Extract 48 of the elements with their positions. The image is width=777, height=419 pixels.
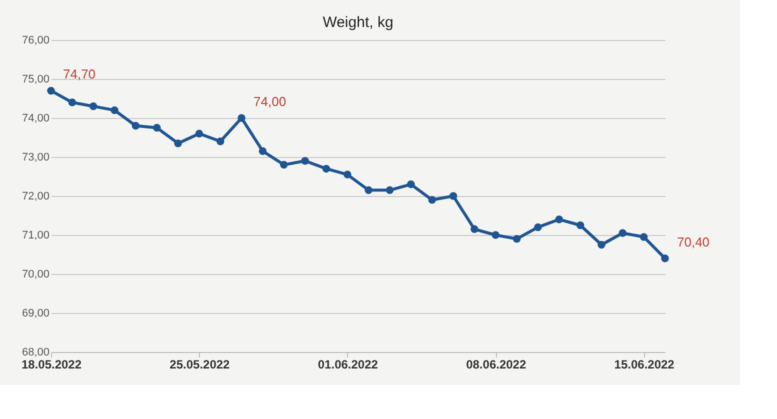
- y-tick-label: 76,00: [22, 34, 50, 46]
- y-tick-label: 70,00: [22, 268, 50, 280]
- point: [364, 186, 372, 194]
- point: [470, 225, 478, 234]
- point: [661, 254, 669, 262]
- y-tick-label: 68,00: [22, 346, 50, 358]
- x-tick-label: 08.06.2022: [466, 358, 526, 372]
- point: [68, 98, 76, 106]
- chart-title: Weight, kg: [322, 14, 394, 31]
- point: [195, 130, 204, 138]
- point: [386, 186, 394, 194]
- point: [512, 235, 521, 243]
- point: [301, 157, 309, 165]
- point: [322, 164, 330, 173]
- point: [534, 223, 542, 232]
- point: [407, 180, 415, 188]
- y-tick-label: 72,00: [22, 190, 50, 202]
- point: [492, 231, 500, 239]
- x-tick-label: 01.06.2022: [318, 358, 378, 372]
- point: [89, 102, 98, 110]
- point: [110, 106, 118, 114]
- y-tick-label: 74,00: [22, 112, 50, 124]
- data-label: 70,40: [677, 234, 710, 250]
- y-tick-label: 75,00: [22, 74, 50, 86]
- x-tick-label: 18.05.2022: [21, 358, 82, 372]
- point: [344, 170, 352, 178]
- point: [598, 240, 606, 249]
- point: [238, 114, 246, 122]
- point: [132, 122, 140, 130]
- y-tick-label: 69,00: [22, 308, 50, 320]
- point: [428, 196, 436, 204]
- point: [152, 124, 161, 132]
- x-tick-label: 15.06.2022: [614, 358, 675, 372]
- point: [449, 192, 458, 200]
- point: [576, 221, 584, 230]
- x-tick-label: 25.05.2022: [170, 358, 230, 372]
- point: [280, 160, 288, 169]
- data-label: 74,70: [63, 66, 96, 82]
- y-tick-label: 73,00: [22, 152, 50, 164]
- point: [258, 147, 267, 156]
- point: [174, 139, 182, 148]
- point: [640, 233, 648, 241]
- point: [216, 138, 224, 146]
- point: [618, 229, 627, 237]
- point: [47, 86, 55, 95]
- point: [555, 216, 564, 224]
- data-label: 74,00: [254, 94, 286, 109]
- y-tick-label: 71,00: [22, 230, 50, 242]
